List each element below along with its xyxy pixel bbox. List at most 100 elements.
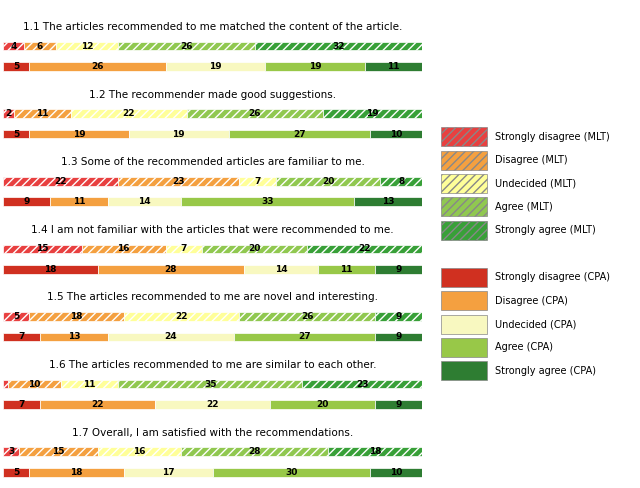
Text: 22: 22	[123, 109, 135, 118]
FancyBboxPatch shape	[442, 267, 487, 287]
Text: 16: 16	[118, 244, 130, 253]
Text: Strongly agree (MLT): Strongly agree (MLT)	[495, 225, 596, 235]
Bar	[3, 62, 29, 71]
Text: 19: 19	[73, 130, 86, 139]
Bar	[328, 447, 422, 456]
Bar	[375, 265, 422, 274]
Text: 35: 35	[204, 380, 216, 388]
Bar	[3, 468, 29, 476]
Text: 18: 18	[44, 265, 56, 274]
FancyBboxPatch shape	[442, 221, 487, 240]
Text: 7: 7	[19, 400, 25, 409]
Text: 5: 5	[13, 468, 19, 477]
Bar	[3, 380, 8, 388]
Text: 2: 2	[5, 109, 12, 118]
Title: 1.2 The recommender made good suggestions.: 1.2 The recommender made good suggestion…	[89, 90, 337, 100]
Text: 11: 11	[36, 109, 49, 118]
Text: 11: 11	[83, 380, 96, 388]
Text: 30: 30	[285, 468, 298, 477]
Text: 11: 11	[340, 265, 353, 274]
Bar	[317, 265, 375, 274]
Text: 22: 22	[358, 244, 371, 253]
Bar	[118, 380, 302, 388]
Bar	[8, 380, 61, 388]
Title: 1.1 The articles recommended to me matched the content of the article.: 1.1 The articles recommended to me match…	[23, 22, 403, 32]
Text: 4: 4	[10, 41, 17, 51]
Text: 20: 20	[248, 244, 261, 253]
Bar	[239, 312, 375, 321]
Text: 20: 20	[322, 177, 334, 186]
Bar	[82, 244, 166, 253]
Text: 10: 10	[28, 380, 41, 388]
FancyBboxPatch shape	[442, 338, 487, 357]
FancyBboxPatch shape	[442, 174, 487, 193]
Bar	[124, 312, 239, 321]
Bar	[118, 42, 255, 50]
Bar	[381, 177, 422, 185]
Bar	[19, 447, 97, 456]
Text: 7: 7	[19, 332, 25, 342]
Bar	[97, 447, 181, 456]
Bar	[97, 265, 244, 274]
Text: 17: 17	[162, 468, 175, 477]
Bar	[307, 244, 422, 253]
Text: 33: 33	[262, 197, 274, 206]
Text: 3: 3	[8, 447, 14, 456]
Text: 19: 19	[172, 130, 185, 139]
Text: 9: 9	[396, 265, 402, 274]
Bar	[3, 42, 24, 50]
Bar	[40, 333, 108, 341]
Text: 26: 26	[248, 109, 261, 118]
Text: Agree (MLT): Agree (MLT)	[495, 202, 553, 212]
Bar	[370, 468, 422, 476]
Text: 26: 26	[92, 62, 104, 71]
Bar	[129, 130, 228, 139]
Title: 1.3 Some of the recommended articles are familiar to me.: 1.3 Some of the recommended articles are…	[61, 157, 365, 167]
Text: 9: 9	[396, 400, 402, 409]
Bar	[108, 198, 181, 206]
Bar	[355, 198, 422, 206]
Text: 5: 5	[13, 312, 19, 321]
Text: 32: 32	[332, 41, 345, 51]
Text: 27: 27	[293, 130, 305, 139]
Title: 1.7 Overall, I am satisfied with the recommendations.: 1.7 Overall, I am satisfied with the rec…	[72, 427, 353, 438]
Text: 22: 22	[54, 177, 67, 186]
Bar	[24, 42, 56, 50]
Bar	[181, 447, 328, 456]
Text: Undecided (CPA): Undecided (CPA)	[495, 319, 577, 329]
Bar	[365, 62, 422, 71]
FancyBboxPatch shape	[442, 127, 487, 146]
Bar	[323, 109, 422, 118]
Text: 18: 18	[369, 447, 381, 456]
Bar	[61, 380, 118, 388]
Text: 22: 22	[175, 312, 188, 321]
Text: 7: 7	[180, 244, 187, 253]
Text: Disagree (MLT): Disagree (MLT)	[495, 155, 568, 165]
Text: 10: 10	[390, 130, 403, 139]
Title: 1.6 The articles recommended to me are similar to each other.: 1.6 The articles recommended to me are s…	[49, 360, 376, 370]
Bar	[118, 177, 239, 185]
Bar	[244, 265, 317, 274]
Bar	[3, 244, 82, 253]
Text: Disagree (CPA): Disagree (CPA)	[495, 296, 568, 305]
Bar	[234, 333, 375, 341]
Bar	[29, 468, 124, 476]
Text: 5: 5	[13, 62, 19, 71]
Text: 6: 6	[36, 41, 43, 51]
Text: Undecided (MLT): Undecided (MLT)	[495, 179, 577, 188]
Text: 23: 23	[173, 177, 185, 186]
Bar	[3, 447, 19, 456]
Bar	[213, 468, 370, 476]
Text: 24: 24	[164, 332, 177, 342]
Bar	[375, 312, 422, 321]
Text: Agree (CPA): Agree (CPA)	[495, 343, 554, 352]
Text: 18: 18	[70, 312, 83, 321]
Text: 23: 23	[356, 380, 369, 388]
Bar	[166, 62, 265, 71]
Text: 20: 20	[317, 400, 329, 409]
Text: 9: 9	[396, 312, 402, 321]
Title: 1.5 The articles recommended to me are novel and interesting.: 1.5 The articles recommended to me are n…	[47, 292, 378, 303]
Bar	[155, 400, 271, 409]
Bar	[3, 109, 13, 118]
Bar	[108, 333, 234, 341]
